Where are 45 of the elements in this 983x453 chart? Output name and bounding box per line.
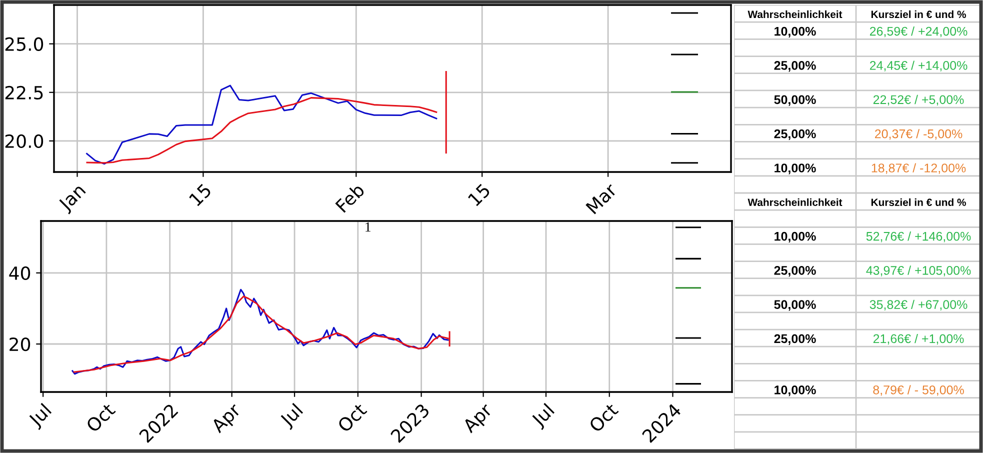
line-series xyxy=(85,84,438,165)
y-tick-label: 22.5 xyxy=(5,86,43,100)
x-tick-label: Jul xyxy=(27,402,54,430)
x-tick-label: Jan xyxy=(57,183,88,214)
category-label: 10,00% xyxy=(774,385,816,396)
x-tick-label: Jul xyxy=(530,402,558,430)
x-tick-label: Apr xyxy=(210,402,244,436)
text: 20,37€ / -5,00% xyxy=(875,129,962,140)
x-tick-label: 15 xyxy=(188,183,212,206)
x-tick-label: Mar xyxy=(586,182,618,214)
y-tick-label: 20.0 xyxy=(5,134,44,148)
category-label: 50,00% xyxy=(774,300,816,311)
text: 43,97€ / +105,00% xyxy=(866,266,971,276)
category-label: 25,00% xyxy=(774,129,816,140)
category-label: 25,00% xyxy=(774,266,816,277)
text: 8,79€ / - 59,00% xyxy=(873,385,964,396)
x-tick-label: Oct xyxy=(85,402,116,433)
text: 52,76€ / +146,00% xyxy=(866,232,971,242)
text: 35,82€ / +67,00% xyxy=(870,300,968,310)
line-series xyxy=(85,97,438,164)
category-label: 10,00% xyxy=(774,164,816,174)
y-tick-label: 40 xyxy=(9,266,30,280)
y-tick-label: 20 xyxy=(10,337,30,352)
category-label: 10,00% xyxy=(774,232,816,243)
category-label: 10,00% xyxy=(774,26,816,38)
category-label: 50,00% xyxy=(774,95,816,106)
text: Wahrscheinlichkeit xyxy=(748,198,842,206)
y-tick-label: 25.0 xyxy=(5,37,44,51)
text: 18,87€ / -12,00% xyxy=(872,163,966,174)
x-tick-label: Oct xyxy=(588,402,619,433)
x-tick-label: Apr xyxy=(462,402,496,436)
x-tick-label: Oct xyxy=(336,402,368,433)
text: 21,66€ / +1,00% xyxy=(873,334,964,345)
x-tick-label: Feb xyxy=(334,182,366,213)
text: Wahrscheinlichkeit xyxy=(748,10,842,18)
text: Kursziel in € und % xyxy=(871,10,966,18)
x-tick-label: Jul xyxy=(278,402,306,430)
text: Kursziel in € und % xyxy=(871,198,966,206)
annotation: 1 xyxy=(366,222,370,232)
category-label: 25,00% xyxy=(774,61,816,72)
text: 24,45€ / +14,00% xyxy=(870,60,968,72)
category-label: 25,00% xyxy=(774,334,816,345)
x-tick-label: 15 xyxy=(468,183,491,206)
text: 26,59€ / +24,00% xyxy=(870,26,968,38)
text: 22,52€ / +5,00% xyxy=(873,94,964,106)
